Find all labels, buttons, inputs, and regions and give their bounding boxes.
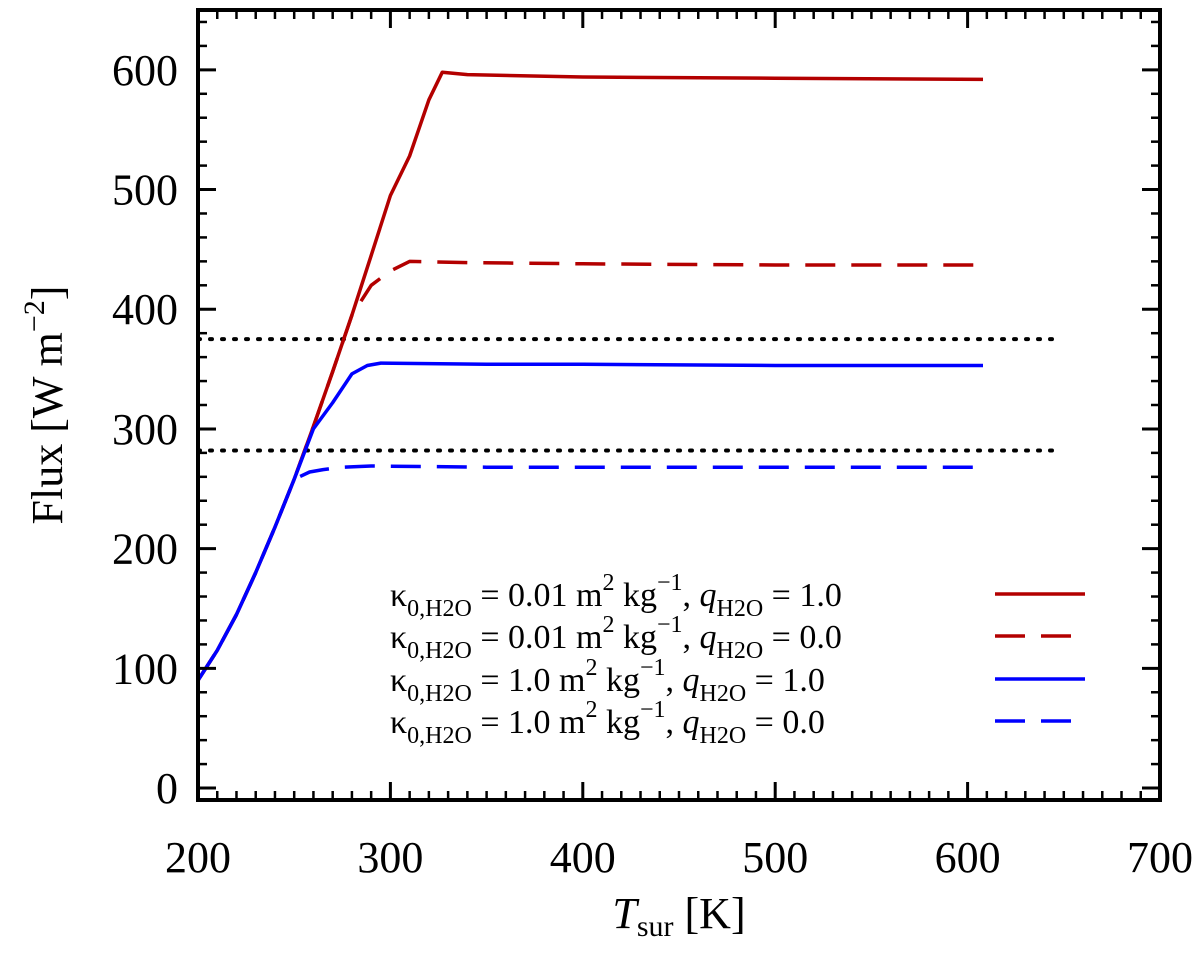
legend-part-q: q [682,704,699,741]
legend-part-kg: kg [597,662,640,699]
legend-part-kg-exp: −1 [640,697,666,723]
x-tick-label: 500 [742,833,808,882]
legend-part-kappa-sub: 0,H2O [407,638,472,664]
x-tick-label: 200 [165,833,231,882]
y-axis-title-exp: −2 [18,300,51,332]
y-axis-title-close: ] [23,286,72,301]
y-tick-label: 300 [112,405,178,454]
legend-part-comma: , [665,704,682,741]
y-tick-label: 400 [112,285,178,334]
legend-part-q: q [699,577,716,614]
legend-part-qval: = 1.0 [746,662,825,699]
y-tick-label: 500 [112,166,178,215]
plot-frame [196,8,1162,802]
legend-part-q: q [699,619,716,656]
legend-label: κ0,H2O = 1.0 m2 kg−1, qH2O = 0.0 [390,697,825,749]
y-tick-label: 0 [156,764,178,813]
legend-part-eq: = 1.0 m [472,662,586,699]
y-tick-label: 600 [112,46,178,95]
legend-part-kappa-sub: 0,H2O [407,681,472,707]
x-tick-label: 400 [550,833,616,882]
legend-part-kappa: κ [390,704,407,741]
legend-part-m-exp: 2 [585,655,597,681]
legend-part-q-sub: H2O [716,596,763,622]
legend-part-kg-exp: −1 [657,612,683,638]
legend-part-qval: = 0.0 [763,619,842,656]
x-tick-label: 600 [935,833,1001,882]
legend-part-comma: , [682,577,699,614]
series-line [196,361,983,682]
legend-part-comma: , [665,662,682,699]
legend-part-qval: = 1.0 [763,577,842,614]
legend-part-kappa: κ [390,577,407,614]
legend-part-q-sub: H2O [699,681,746,707]
legend-part-kappa: κ [390,662,407,699]
legend-part-qval: = 0.0 [746,704,825,741]
y-axis-title: Flux [W m−2] [18,286,72,525]
legend-part-q-sub: H2O [699,723,746,749]
x-tick-label: 700 [1127,833,1193,882]
legend-part-kappa-sub: 0,H2O [407,723,472,749]
legend-part-q-sub: H2O [716,638,763,664]
x-axis-title: Tsur [K] [612,889,745,943]
y-axis-title-main: Flux [W m [23,332,72,524]
legend-label: κ0,H2O = 1.0 m2 kg−1, qH2O = 1.0 [390,655,825,707]
legend-part-kg: kg [614,577,657,614]
legend-part-m-exp: 2 [602,570,614,596]
legend-part-kg-exp: −1 [640,655,666,681]
x-axis-title-main: T [612,889,640,938]
legend-part-eq: = 0.01 m [472,619,603,656]
x-axis-title-unit: [K] [674,889,746,938]
legend-part-kg: kg [597,704,640,741]
x-tick-label: 300 [357,833,423,882]
x-axis-title-sub: sur [637,910,674,943]
legend-part-kg: kg [614,619,657,656]
y-tick-label: 200 [112,525,178,574]
legend-label: κ0,H2O = 0.01 m2 kg−1, qH2O = 1.0 [390,570,842,622]
legend: κ0,H2O = 0.01 m2 kg−1, qH2O = 1.0κ0,H2O … [390,570,1085,749]
y-tick-label: 100 [112,644,178,693]
series-lines [196,70,984,682]
legend-part-kappa: κ [390,619,407,656]
reference-lines [196,337,1057,453]
legend-part-kg-exp: −1 [657,570,683,596]
legend-part-eq: = 1.0 m [472,704,586,741]
legend-part-q: q [682,662,699,699]
legend-part-kappa-sub: 0,H2O [407,596,472,622]
legend-part-m-exp: 2 [602,612,614,638]
series-line [196,464,983,682]
tick-labels: 200 300 400 500 600 700 0 100 200 300 400 500 600 [112,46,1193,882]
legend-part-comma: , [682,619,699,656]
legend-label: κ0,H2O = 0.01 m2 kg−1, qH2O = 0.0 [390,612,842,664]
legend-part-eq: = 0.01 m [472,577,603,614]
legend-part-m-exp: 2 [585,697,597,723]
